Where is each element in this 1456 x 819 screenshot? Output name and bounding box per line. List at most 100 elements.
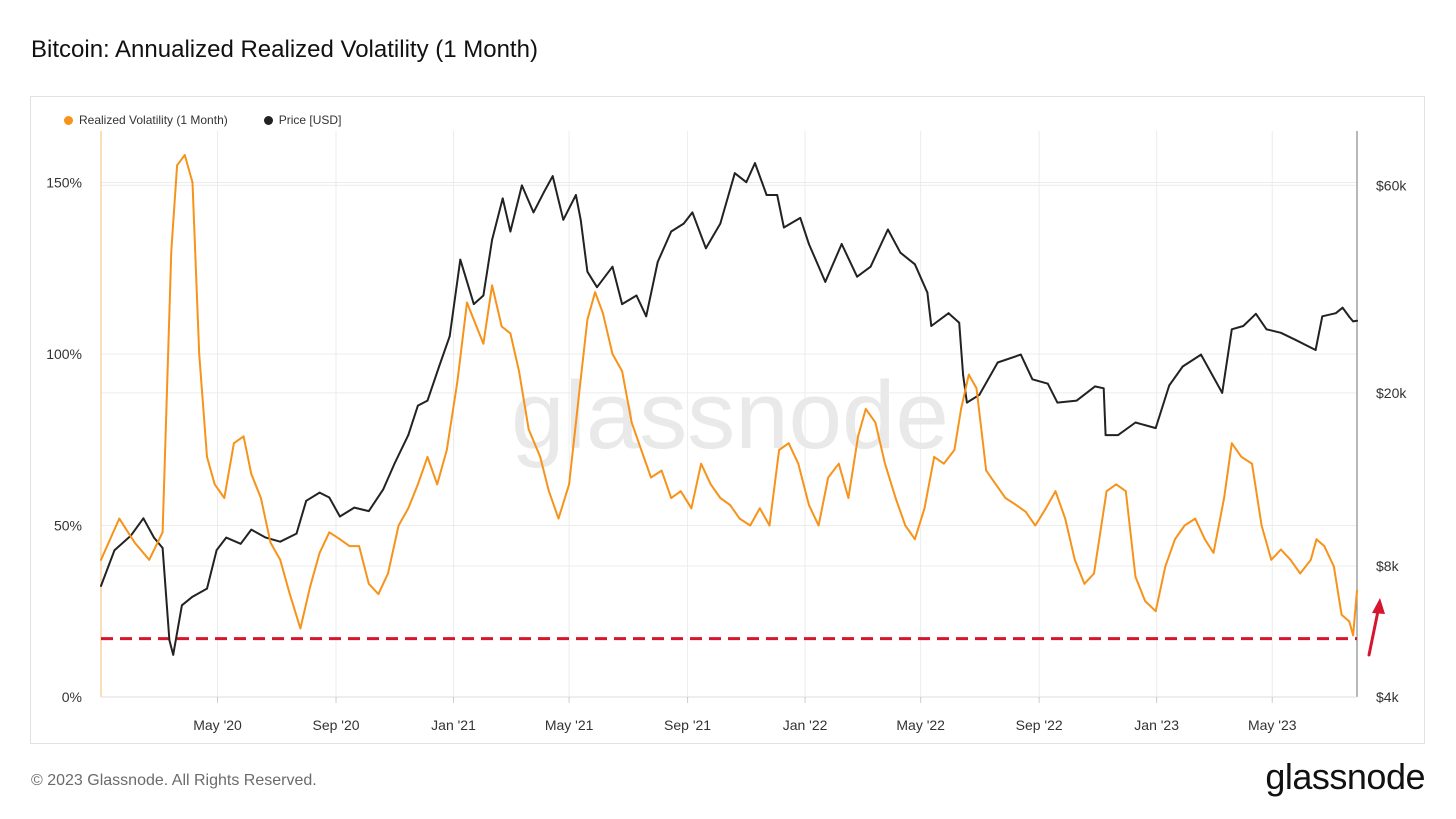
volatility-point — [768, 524, 771, 527]
volatility-point — [1004, 497, 1007, 499]
price-point — [264, 536, 267, 539]
price-point — [1265, 328, 1268, 331]
volatility-point — [904, 524, 907, 527]
volatility-point — [787, 442, 790, 445]
brand-logo[interactable]: glassnode — [1265, 756, 1425, 797]
volatility-point — [269, 541, 272, 544]
volatility-point — [547, 490, 550, 493]
price-point — [596, 286, 598, 289]
volatility-point — [176, 164, 178, 167]
volatility-point — [161, 531, 164, 534]
price-point — [808, 243, 810, 245]
price-point — [318, 491, 321, 494]
volatility-point — [621, 370, 623, 373]
price-point — [1104, 434, 1107, 436]
x-tick-label: May '22 — [896, 717, 945, 733]
volatility-point — [1183, 524, 1186, 527]
volatility-point — [233, 442, 235, 445]
volatility-point — [847, 497, 850, 499]
volatility-point — [472, 318, 475, 321]
x-tick-label: Sep '22 — [1016, 717, 1063, 733]
volatility-point — [611, 353, 614, 355]
volatility-point — [318, 552, 321, 554]
price-point — [181, 604, 183, 607]
price-point — [1254, 312, 1257, 315]
price-point — [382, 488, 385, 491]
legend-item-price[interactable]: Price [USD] — [263, 113, 341, 127]
price-point — [1134, 421, 1137, 424]
price-point — [482, 294, 485, 297]
price-point — [574, 194, 577, 196]
volatility-point — [348, 545, 351, 547]
price-point — [1221, 392, 1224, 394]
volatility-point — [491, 284, 493, 287]
volatility-point — [250, 473, 253, 475]
volatility-point — [837, 462, 840, 465]
volatility-point — [206, 455, 208, 458]
price-point — [645, 315, 648, 318]
watermark: glassnode — [511, 362, 949, 469]
y-left-tick-label: 50% — [54, 517, 82, 533]
legend-price-dot-icon — [263, 115, 273, 125]
volatility-point — [1174, 538, 1176, 541]
price-point — [754, 162, 756, 164]
volatility-point — [942, 462, 945, 465]
price-point — [978, 393, 981, 396]
volatility-point — [466, 301, 468, 304]
legend-item-volatility[interactable]: Realized Volatility (1 Month) — [64, 113, 228, 127]
price-point — [1356, 319, 1358, 322]
volatility-point — [133, 541, 136, 544]
volatility-point — [1144, 600, 1146, 602]
price-point — [1334, 312, 1337, 315]
price-point — [776, 194, 779, 196]
volatility-point — [500, 325, 503, 328]
price-point — [996, 361, 999, 364]
volatility-point — [1270, 558, 1273, 561]
volatility-point — [1260, 524, 1263, 527]
volatility-point — [749, 524, 752, 527]
volatility-point — [1332, 565, 1335, 568]
volatility-point — [279, 558, 282, 561]
price-point — [225, 536, 228, 539]
x-tick-label: Sep '21 — [664, 717, 711, 733]
volatility-point — [259, 497, 262, 499]
price-point — [621, 303, 623, 306]
volatility-point — [1280, 548, 1282, 551]
volatility-point — [985, 469, 988, 472]
price-point — [745, 181, 748, 184]
volatility-point — [183, 154, 186, 156]
series-layer — [100, 154, 1358, 656]
price-point — [551, 175, 554, 178]
price-point — [966, 401, 968, 404]
volatility-point — [397, 524, 400, 527]
volatility-point — [578, 387, 581, 390]
volatility-point — [660, 469, 663, 472]
volatility-point — [994, 483, 997, 486]
volatility-point — [309, 586, 311, 589]
price-point — [191, 595, 194, 598]
volatility-point — [967, 373, 970, 376]
price-point — [586, 270, 589, 273]
volatility-point — [586, 318, 589, 321]
volatility-point — [719, 497, 722, 499]
y-left-tick-label: 150% — [46, 174, 82, 190]
price-point — [926, 291, 929, 294]
axes — [100, 131, 1358, 698]
price-point — [1094, 385, 1096, 388]
price-point — [1075, 399, 1078, 402]
price-point — [656, 261, 659, 263]
price-point — [113, 549, 116, 552]
price-point — [869, 265, 872, 268]
price-point — [1181, 365, 1184, 368]
volatility-point — [436, 483, 439, 486]
price-point — [824, 280, 827, 283]
price-point — [799, 217, 802, 219]
price-point — [719, 222, 722, 225]
volatility-point — [1073, 558, 1076, 561]
volatility-point — [1251, 462, 1253, 465]
price-point — [153, 536, 155, 539]
price-point — [393, 462, 396, 464]
volatility-point — [1212, 552, 1215, 554]
volatility-point — [213, 483, 216, 486]
price-point — [459, 258, 462, 261]
